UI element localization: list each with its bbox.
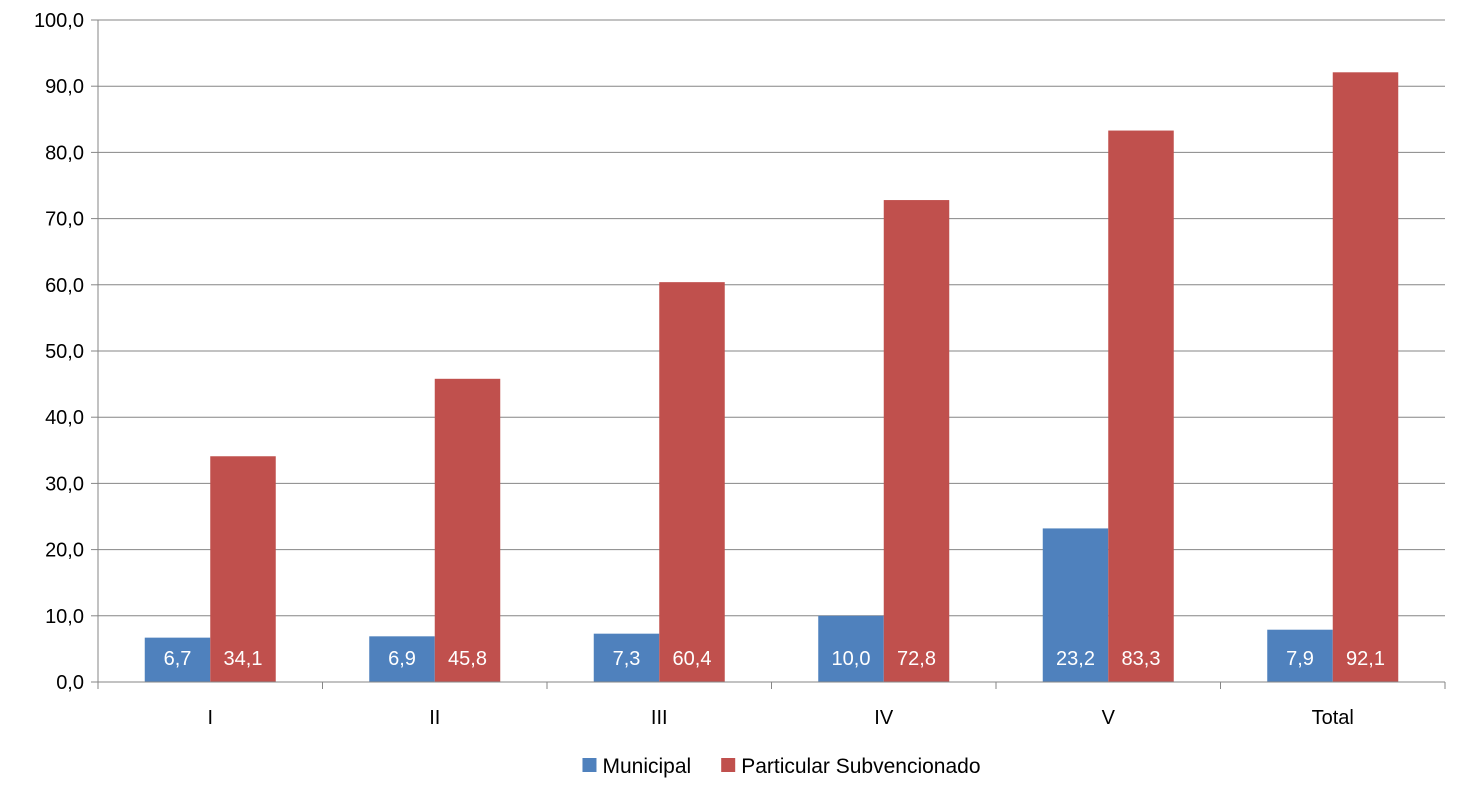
legend-label: Municipal [602, 755, 691, 778]
grid-layer [98, 19, 1445, 617]
bar-municipal-i [144, 637, 211, 682]
x-tick-label: II [429, 707, 440, 729]
bar-municipal-v [1042, 528, 1109, 682]
bar-particular-subvencionado-ii [434, 378, 501, 682]
y-tick-label: 10,0 [45, 606, 84, 628]
axis-layer: 0,0 10,0 20,0 30,0 40,0 50,0 60,0 70,0 80,0 90,0 1… [34, 10, 1446, 729]
bar-municipal-ii [369, 636, 435, 682]
y-tick-label: 60,0 [45, 275, 84, 297]
y-tick-label: 100,0 [34, 10, 84, 32]
bar-particular-subvencionado-total [1332, 72, 1399, 683]
data-label: 92,1 [1346, 648, 1385, 670]
bar-layer [144, 72, 1399, 683]
x-tick-label: Total [1312, 707, 1354, 729]
x-tick-label: III [651, 707, 668, 729]
data-label: 34,1 [224, 648, 263, 670]
data-label: 6,9 [388, 648, 416, 670]
label-layer: 6,7 34,1 6,9 45,8 7,3 60,4 10,0 72,8 23,2 83,3 7,9… [164, 648, 1385, 670]
data-label: 7,3 [613, 648, 641, 670]
legend: Municipal Particular Subvencionado [582, 755, 981, 778]
data-label: 83,3 [1122, 648, 1161, 670]
y-tick-label: 30,0 [45, 473, 84, 495]
bar-particular-subvencionado-v [1108, 130, 1174, 682]
data-label: 72,8 [897, 648, 936, 670]
x-tick-label: IV [874, 707, 894, 729]
y-tick-label: 90,0 [45, 76, 84, 98]
y-tick-label: 40,0 [45, 407, 84, 429]
x-tick-label: I [207, 707, 213, 729]
legend-swatch-particular-subvencionado [721, 758, 736, 772]
data-label: 7,9 [1286, 648, 1314, 670]
data-label: 23,2 [1056, 648, 1095, 670]
y-tick-label: 80,0 [45, 142, 84, 164]
bar-municipal-iii [593, 633, 660, 682]
data-label: 10,0 [832, 648, 871, 670]
y-tick-label: 0,0 [56, 672, 84, 694]
bar-municipal-total [1267, 629, 1333, 682]
data-label: 45,8 [448, 648, 487, 670]
data-label: 60,4 [673, 648, 712, 670]
y-tick-label: 50,0 [45, 341, 84, 363]
y-tick-label: 70,0 [45, 209, 84, 231]
x-tick-label: V [1102, 707, 1116, 729]
bar-particular-subvencionado-iv [883, 200, 950, 682]
bar-particular-subvencionado-iii [659, 282, 725, 682]
y-tick-label: 20,0 [45, 540, 84, 562]
legend-swatch-municipal [582, 758, 597, 772]
bar-municipal-iv [818, 615, 884, 682]
bar-particular-subvencionado-i [210, 456, 276, 682]
legend-label: Particular Subvencionado [741, 755, 980, 778]
data-label: 6,7 [164, 648, 192, 670]
